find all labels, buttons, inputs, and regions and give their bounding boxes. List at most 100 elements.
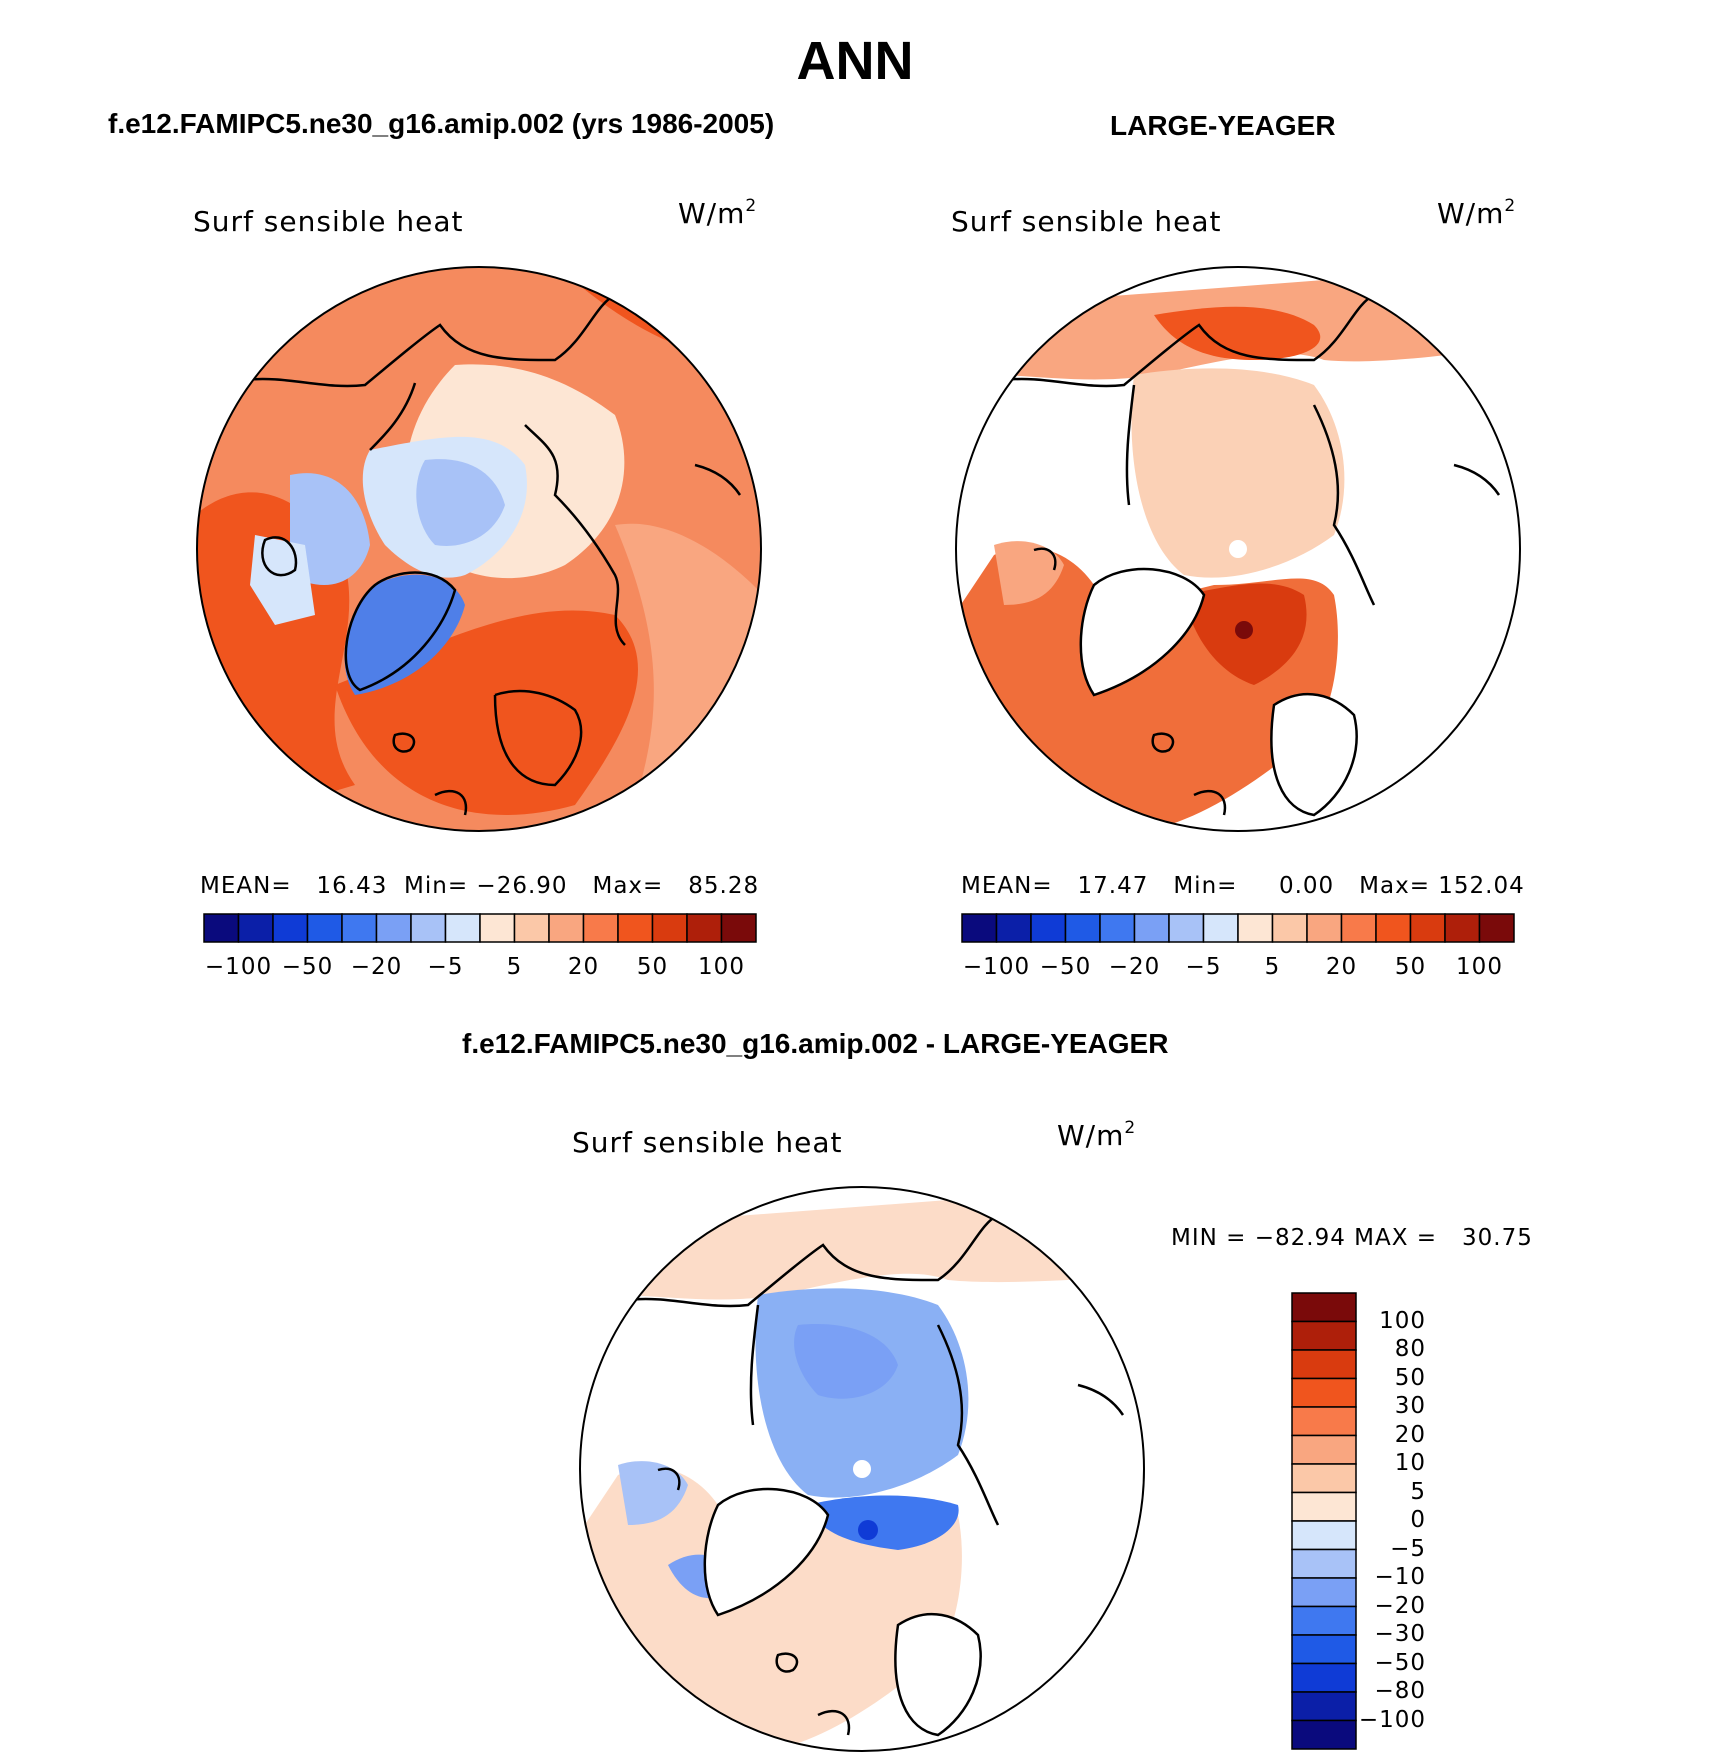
panel1-colorbar-tick-label: −20 bbox=[350, 954, 403, 980]
panel1-colorbar-box bbox=[720, 913, 757, 943]
panel2-map bbox=[955, 266, 1521, 832]
panel3-field-strong-negative bbox=[808, 1495, 959, 1550]
panel2-colorbar-box bbox=[995, 913, 1032, 943]
panel1-mean-label: MEAN= bbox=[200, 873, 292, 899]
panel2-units-base: W/m bbox=[1437, 197, 1505, 230]
panel1-heading: f.e12.FAMIPC5.ne30_g16.amip.002 (yrs 198… bbox=[108, 108, 775, 139]
panel3-colorbar-box bbox=[1291, 1719, 1357, 1750]
panel2-colorbar-box bbox=[1375, 913, 1412, 943]
panel2-colorbar-tick-label: 50 bbox=[1394, 954, 1427, 980]
panel3-colorbar-box bbox=[1291, 1434, 1357, 1465]
panel2-colorbar-box bbox=[1409, 913, 1446, 943]
panel1-colorbar-box bbox=[306, 913, 343, 943]
panel1-colorbar-box bbox=[375, 913, 412, 943]
panel2-units-sup: 2 bbox=[1504, 196, 1517, 216]
panel1-max-label: Max= bbox=[592, 873, 664, 899]
panel3-colorbar-box bbox=[1291, 1491, 1357, 1522]
panel2-colorbar-box bbox=[1237, 913, 1274, 943]
panel2-colorbar-box bbox=[1202, 913, 1239, 943]
panel1-colorbar-box bbox=[237, 913, 274, 943]
panel2-colorbar-tick-label: 20 bbox=[1325, 954, 1358, 980]
panel3-units: W/m2 bbox=[1057, 1118, 1136, 1152]
panel1-colorbar-box bbox=[582, 913, 619, 943]
panel2-colorbar-box bbox=[1168, 913, 1205, 943]
panel2-colorbar bbox=[961, 913, 1515, 943]
panel1-units-base: W/m bbox=[678, 197, 746, 230]
panel2-colorbar-tick-label: −5 bbox=[1185, 954, 1222, 980]
panel2-greenland bbox=[1079, 567, 1206, 697]
panel2-field-bay bbox=[994, 541, 1064, 605]
panel1-colorbar-tick-label: 100 bbox=[698, 954, 745, 980]
panel2-colorbar-box bbox=[1444, 913, 1481, 943]
panel1-min-label: Min= bbox=[404, 873, 469, 899]
panel2-pole-marker bbox=[1229, 540, 1247, 558]
panel2-variable-label: Surf sensible heat bbox=[951, 205, 1222, 238]
panel2-map-border bbox=[955, 266, 1521, 832]
panel2-field-maximum bbox=[1235, 621, 1253, 639]
panel2-colorbar-box bbox=[1030, 913, 1067, 943]
panel1-colorbar-box bbox=[341, 913, 378, 943]
panel3-colorbar-box bbox=[1291, 1577, 1357, 1608]
panel1-colorbar-box bbox=[651, 913, 688, 943]
panel1-units: W/m2 bbox=[678, 196, 757, 230]
panel1-colorbar-tick-label: −5 bbox=[427, 954, 464, 980]
panel3-colorbar-tick-label: 50 bbox=[1394, 1364, 1426, 1391]
panel2-colorbar-box bbox=[1133, 913, 1170, 943]
panel3-colorbar-box bbox=[1291, 1662, 1357, 1693]
panel1-colorbar-tick-label: 50 bbox=[636, 954, 669, 980]
panel3-field-bay bbox=[618, 1461, 688, 1525]
panel3-scandinavia bbox=[894, 1612, 982, 1737]
panel3-map-border bbox=[579, 1186, 1145, 1752]
panel2-coastlines bbox=[1003, 293, 1501, 816]
panel2-colorbar-tick-label: −50 bbox=[1039, 954, 1092, 980]
panel1-colorbar-box bbox=[479, 913, 516, 943]
panel3-colorbar-box bbox=[1291, 1548, 1357, 1579]
panel2-colorbar-tick-label: 100 bbox=[1456, 954, 1503, 980]
panel1-colorbar-tick-label: 20 bbox=[567, 954, 600, 980]
panel3-coastlines bbox=[627, 1213, 1125, 1736]
panel1-min-value: −26.90 bbox=[476, 873, 568, 899]
panel1-map bbox=[196, 266, 762, 832]
panel2-field-arctic bbox=[1131, 368, 1345, 578]
panel3-units-sup: 2 bbox=[1124, 1118, 1137, 1138]
panel2-colorbar-tick-label: −100 bbox=[962, 954, 1031, 980]
panel3-field-arctic-core bbox=[794, 1324, 898, 1399]
panel2-heading: LARGE-YEAGER bbox=[1110, 110, 1336, 141]
panel1-map-border bbox=[196, 266, 762, 832]
panel3-pole-marker bbox=[853, 1460, 871, 1478]
panel3-colorbar-tick-label: −5 bbox=[1390, 1535, 1426, 1562]
panel2-units: W/m2 bbox=[1437, 196, 1516, 230]
panel2-max-value: 152.04 bbox=[1438, 873, 1525, 899]
panel2-scandinavia bbox=[1270, 692, 1358, 817]
panel1-field-greenland bbox=[344, 574, 465, 695]
panel3-colorbar-box bbox=[1291, 1463, 1357, 1494]
panel1-field-archipelago bbox=[290, 473, 370, 585]
panel2-mean-value: 17.47 bbox=[1077, 873, 1149, 899]
panel2-colorbar-box bbox=[1478, 913, 1515, 943]
panel2-colorbar-box bbox=[1340, 913, 1377, 943]
panel3-colorbar-box bbox=[1291, 1605, 1357, 1636]
panel2-min-value: 0.00 bbox=[1278, 873, 1335, 899]
panel3-greenland bbox=[703, 1487, 830, 1617]
panel3-colorbar-box bbox=[1291, 1520, 1357, 1551]
panel1-colorbar bbox=[203, 913, 757, 943]
panel2-min-label: Min= bbox=[1173, 873, 1238, 899]
panel3-units-base: W/m bbox=[1057, 1119, 1125, 1152]
panel3-colorbar-tick-label: −50 bbox=[1374, 1649, 1426, 1676]
panel3-colorbar-tick-label: −100 bbox=[1358, 1706, 1426, 1733]
panel2-colorbar-box bbox=[1271, 913, 1308, 943]
panel3-variable-label: Surf sensible heat bbox=[572, 1126, 843, 1159]
panel3-colorbar-tick-label: 20 bbox=[1394, 1421, 1426, 1448]
panel3-colorbar bbox=[1291, 1292, 1357, 1750]
panel1-field-bay bbox=[250, 535, 315, 625]
panel3-colorbar-box bbox=[1291, 1634, 1357, 1665]
panel2-max-label: Max= bbox=[1359, 873, 1430, 899]
panel3-colorbar-box bbox=[1291, 1320, 1357, 1351]
panel3-colorbar-tick-label: 100 bbox=[1379, 1307, 1426, 1334]
panel3-map bbox=[579, 1186, 1145, 1752]
main-title: ANN bbox=[796, 31, 914, 91]
panel2-field-north-strong bbox=[1154, 306, 1321, 360]
panel2-colorbar-box bbox=[1064, 913, 1101, 943]
panel2-colorbar-tick-label: −20 bbox=[1108, 954, 1161, 980]
panel3-colorbar-box bbox=[1291, 1406, 1357, 1437]
